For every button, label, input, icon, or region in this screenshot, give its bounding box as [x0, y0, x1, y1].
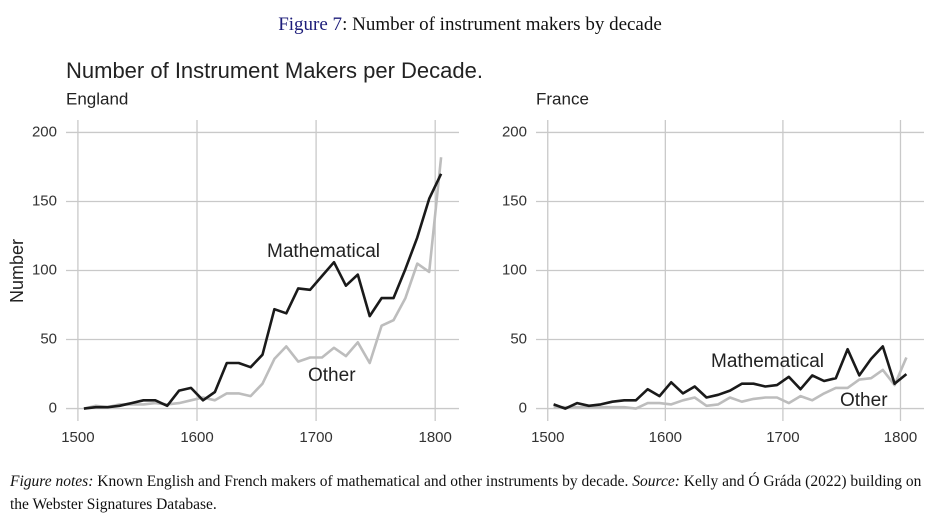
x-tick-label: 1700 [299, 429, 332, 446]
figure-notes: Figure notes: Known English and French m… [10, 470, 935, 516]
y-tick-label: 150 [32, 192, 57, 209]
figure-caption: Figure 7: Number of instrument makers by… [0, 14, 940, 36]
x-tick-label: 1800 [418, 429, 451, 446]
y-tick-label: 200 [502, 123, 527, 140]
series-label: Mathematical [711, 351, 824, 372]
series-line [553, 356, 908, 410]
notes-text: Known English and French makers of mathe… [97, 473, 629, 490]
y-tick-label: 100 [32, 261, 57, 278]
y-tick-label: 50 [510, 331, 527, 348]
x-tick-label: 1500 [531, 429, 564, 446]
y-axis-label: Number [7, 239, 27, 303]
x-tick-label: 1600 [180, 429, 213, 446]
source-text: Kelly and Ó Gráda (2022) building on the… [10, 473, 922, 513]
series-line [83, 157, 443, 410]
series-label: Other [308, 365, 356, 386]
panel-title: England [66, 89, 128, 108]
x-tick-label: 1500 [61, 429, 94, 446]
y-tick-label: 200 [32, 123, 57, 140]
y-tick-label: 150 [502, 192, 527, 209]
chart: Number of Instrument Makers per Decade. … [7, 58, 924, 446]
y-tick-label: 50 [40, 331, 57, 348]
y-tick-label: 0 [519, 400, 527, 417]
series-line [553, 345, 908, 410]
y-tick-label: 100 [502, 261, 527, 278]
series-line [83, 173, 443, 410]
x-tick-label: 1800 [884, 429, 917, 446]
figure-label: Figure 7 [278, 14, 343, 35]
caption-text: : Number of instrument makers by decade [342, 14, 662, 35]
x-tick-label: 1700 [766, 429, 799, 446]
y-tick-label: 0 [49, 400, 57, 417]
x-tick-label: 1600 [649, 429, 682, 446]
series-label: Other [840, 390, 888, 411]
source-label: Source: [632, 473, 680, 490]
series-label: Mathematical [267, 241, 380, 262]
panel-title: France [536, 89, 589, 108]
chart-title: Number of Instrument Makers per Decade. [66, 58, 483, 83]
notes-label: Figure notes: [10, 473, 94, 490]
